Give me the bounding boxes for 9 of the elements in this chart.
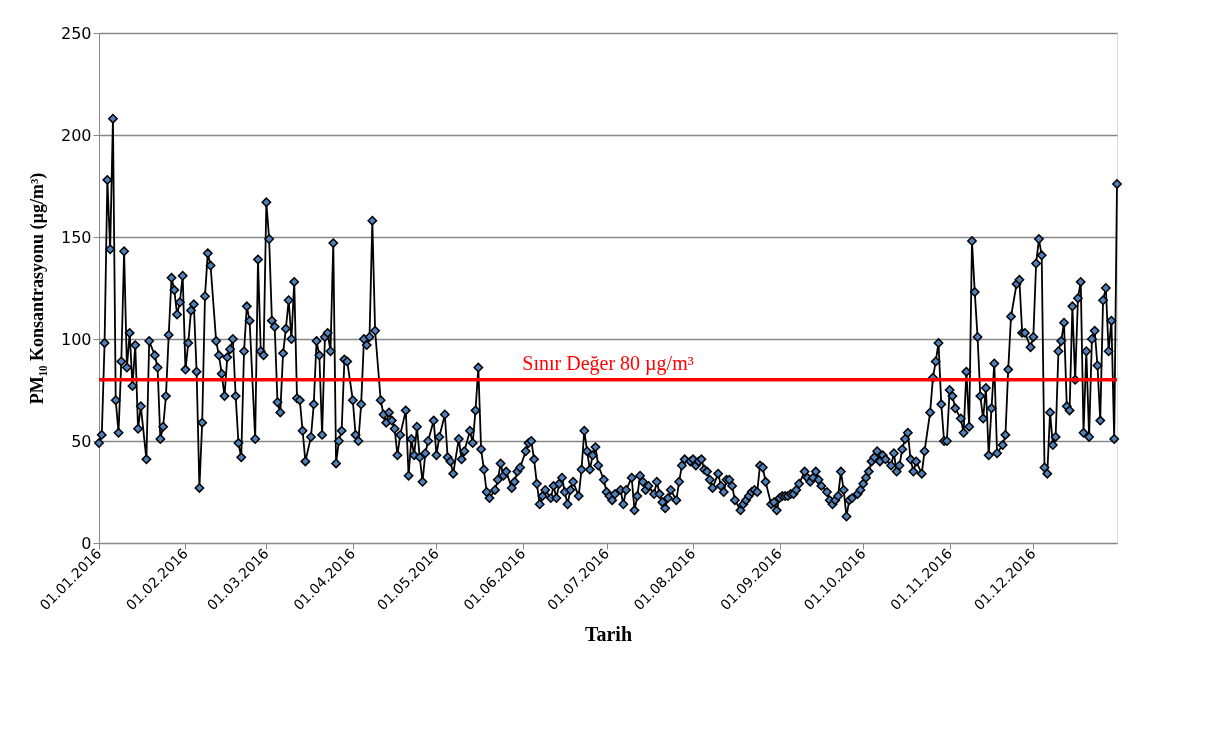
y-tick-label: 250	[60, 23, 92, 43]
y-tick-label: 100	[60, 329, 92, 349]
y-tick-label: 50	[71, 431, 92, 451]
ref-line-label: Sınır Değer 80 µg/m³	[522, 351, 694, 375]
x-axis-title: Tarih	[584, 623, 633, 646]
y-axis-title: PM₁₀ Konsantrasyonu (µg/m³)	[26, 172, 48, 405]
y-tick-label: 200	[60, 125, 92, 145]
y-tick-label: 150	[60, 227, 92, 247]
y-tick-label: 0	[81, 533, 92, 553]
